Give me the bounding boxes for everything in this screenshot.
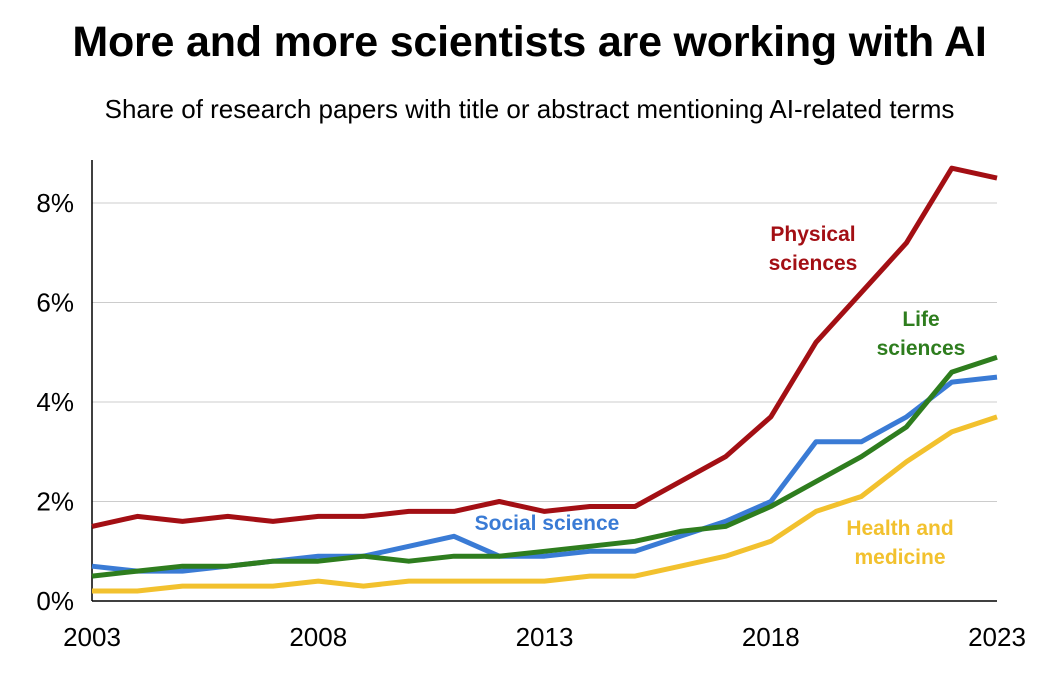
y-tick-label: 8% [36, 188, 74, 218]
chart-title: More and more scientists are working wit… [72, 18, 987, 66]
x-tick-label: 2023 [968, 622, 1026, 652]
axes: 0% 2% 4% 6% 8% 2003 2008 2013 2018 2023 [36, 160, 1026, 652]
x-tick-label: 2018 [742, 622, 800, 652]
y-tick-label: 4% [36, 387, 74, 417]
series-line-social-science [91, 374, 998, 574]
series-lines [91, 165, 998, 594]
series-label: Life [902, 308, 939, 331]
x-tick-label: 2003 [63, 622, 121, 652]
series-label: sciences [769, 252, 858, 275]
y-tick-label: 0% [36, 586, 74, 616]
series-label: medicine [854, 546, 945, 569]
series-line-health-and-medicine [92, 414, 998, 594]
series-label: Health and [846, 517, 953, 540]
series-label: Social science [475, 512, 620, 535]
y-tick-label: 2% [36, 487, 74, 517]
series-label: Physical [770, 223, 855, 246]
series-label: sciences [877, 337, 966, 360]
series-labels: Physical sciences Life sciences Social scien… [475, 223, 966, 569]
x-tick-label: 2013 [516, 622, 574, 652]
series-line-physical-sciences [91, 165, 998, 529]
x-tick-label: 2008 [289, 622, 347, 652]
series-line-life-sciences [91, 354, 998, 579]
y-tick-label: 6% [36, 288, 74, 318]
chart-subtitle: Share of research papers with title or a… [104, 94, 955, 124]
